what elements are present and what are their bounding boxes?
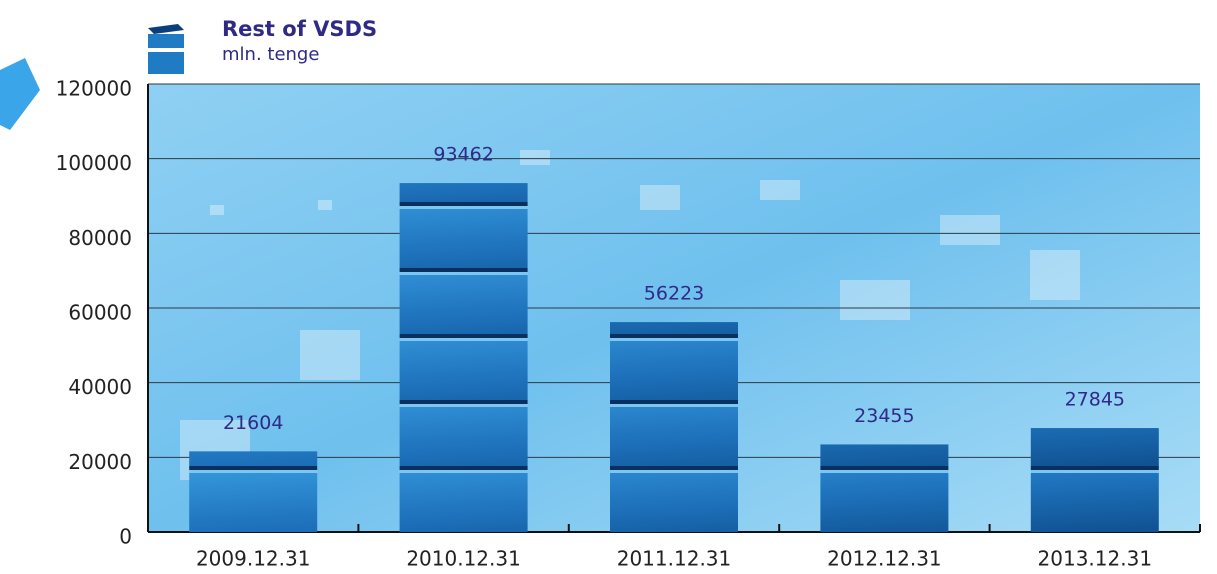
background-decoration (180, 150, 1080, 480)
x-tick-label: 2010.12.31 (406, 547, 521, 571)
y-tick-label: 120000 (56, 77, 132, 101)
value-label: 93462 (433, 144, 493, 166)
x-tick-label: 2013.12.31 (1038, 547, 1153, 571)
y-tick-label: 100000 (56, 151, 132, 175)
value-label: 23455 (854, 405, 914, 427)
bar (189, 451, 318, 532)
chart-title: Rest of VSDS (222, 17, 377, 41)
chart-subtitle: mln. tenge (222, 44, 319, 65)
y-tick-label: 40000 (68, 375, 132, 399)
value-label: 27845 (1065, 389, 1125, 411)
title-icon (0, 24, 184, 130)
value-label: 56223 (644, 283, 704, 305)
y-tick-label: 0 (119, 525, 132, 549)
y-tick-label: 20000 (68, 450, 132, 474)
y-tick-label: 60000 (68, 301, 132, 325)
x-tick-label: 2009.12.31 (196, 547, 311, 571)
value-label: 21604 (223, 412, 283, 434)
y-tick-label: 80000 (68, 226, 132, 250)
bar (820, 444, 949, 532)
x-tick-label: 2012.12.31 (827, 547, 942, 571)
bar (399, 183, 528, 532)
bar (610, 322, 738, 532)
bar (1030, 428, 1159, 532)
x-tick-label: 2011.12.31 (617, 547, 732, 571)
